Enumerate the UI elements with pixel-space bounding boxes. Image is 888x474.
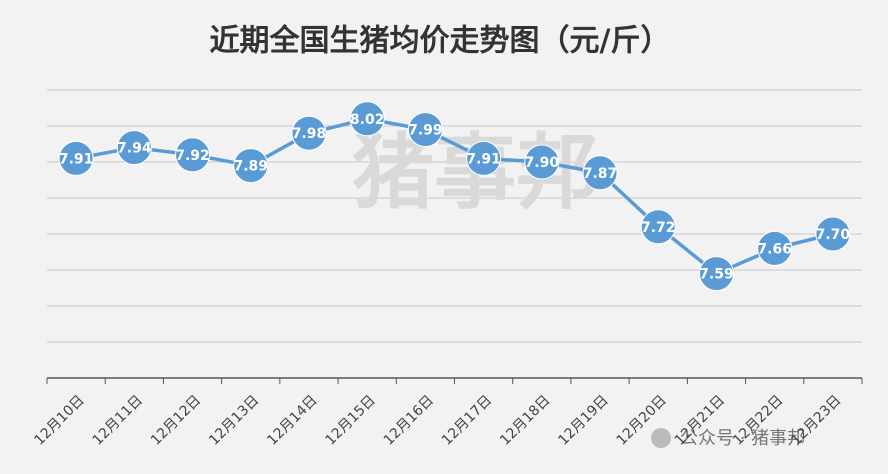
x-tick-label: 12月18日: [497, 392, 553, 448]
x-tick-label: 12月17日: [439, 392, 495, 448]
x-tick-label: 12月11日: [90, 392, 146, 448]
marker: [698, 256, 734, 292]
x-tick-label: 12月12日: [148, 392, 204, 448]
data-label: 7.92: [175, 148, 210, 164]
data-label: 7.99: [408, 123, 443, 139]
marker: [466, 140, 502, 176]
data-label: 7.70: [816, 227, 851, 243]
data-label: 7.98: [292, 126, 327, 142]
marker: [407, 112, 443, 148]
marker: [175, 137, 211, 173]
marker: [757, 230, 793, 266]
marker: [291, 115, 327, 151]
source-label: 公众号 · 猪事邦: [680, 428, 805, 449]
data-label: 7.91: [59, 151, 94, 167]
data-label: 7.87: [583, 166, 618, 182]
data-label: 7.89: [233, 159, 268, 175]
wechat-icon: [651, 428, 671, 448]
marker: [815, 216, 851, 252]
x-tick-label: 12月10日: [31, 392, 87, 448]
marker: [640, 209, 676, 245]
x-tick-label: 12月13日: [206, 392, 262, 448]
x-tick-label: 12月19日: [555, 392, 611, 448]
data-label: 7.72: [641, 220, 676, 236]
marker: [58, 140, 94, 176]
data-label: 8.02: [350, 112, 385, 128]
data-label: 7.66: [757, 241, 792, 257]
x-tick-label: 12月15日: [323, 392, 379, 448]
marker: [116, 130, 152, 166]
marker: [233, 148, 269, 184]
x-tick-label: 12月16日: [381, 392, 437, 448]
data-label: 7.59: [699, 267, 734, 283]
data-label: 7.91: [466, 151, 501, 167]
marker: [349, 101, 385, 137]
x-tick-label: 12月14日: [264, 392, 320, 448]
data-label: 7.94: [117, 141, 152, 157]
data-label: 7.90: [525, 155, 560, 171]
marker: [582, 155, 618, 191]
chart-title: 近期全国生猪均价走势图（元/斤）: [210, 24, 671, 59]
x-tick-label: 12月23日: [788, 392, 844, 448]
marker: [524, 144, 560, 180]
